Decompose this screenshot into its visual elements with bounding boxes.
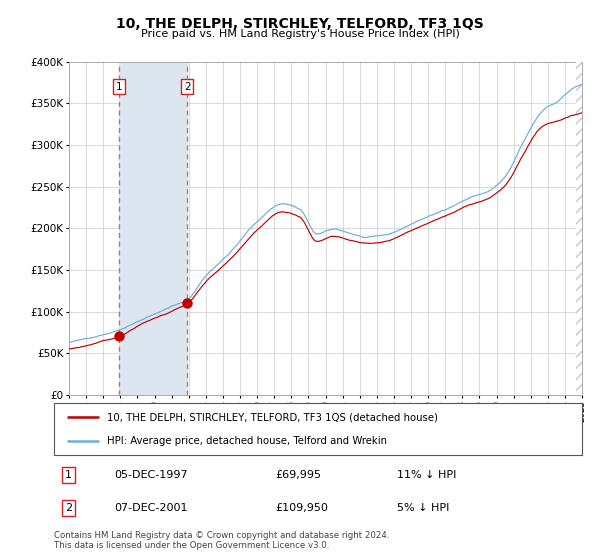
- Text: Contains HM Land Registry data © Crown copyright and database right 2024.
This d: Contains HM Land Registry data © Crown c…: [54, 531, 389, 550]
- Text: £109,950: £109,950: [276, 503, 329, 513]
- Text: 05-DEC-1997: 05-DEC-1997: [115, 470, 188, 480]
- Bar: [577, 62, 583, 395]
- FancyBboxPatch shape: [54, 403, 582, 455]
- Text: 10, THE DELPH, STIRCHLEY, TELFORD, TF3 1QS: 10, THE DELPH, STIRCHLEY, TELFORD, TF3 1…: [116, 17, 484, 31]
- Bar: [119, 62, 187, 395]
- Text: £69,995: £69,995: [276, 470, 322, 480]
- Text: 10, THE DELPH, STIRCHLEY, TELFORD, TF3 1QS (detached house): 10, THE DELPH, STIRCHLEY, TELFORD, TF3 1…: [107, 412, 438, 422]
- Text: 1: 1: [65, 470, 72, 480]
- Text: 07-DEC-2001: 07-DEC-2001: [115, 503, 188, 513]
- Bar: [577, 62, 583, 395]
- Text: 1: 1: [116, 82, 122, 92]
- Text: 2: 2: [184, 82, 191, 92]
- Text: 11% ↓ HPI: 11% ↓ HPI: [397, 470, 457, 480]
- Text: Price paid vs. HM Land Registry's House Price Index (HPI): Price paid vs. HM Land Registry's House …: [140, 29, 460, 39]
- Text: HPI: Average price, detached house, Telford and Wrekin: HPI: Average price, detached house, Telf…: [107, 436, 387, 446]
- Text: 2: 2: [65, 503, 72, 513]
- Text: 5% ↓ HPI: 5% ↓ HPI: [397, 503, 449, 513]
